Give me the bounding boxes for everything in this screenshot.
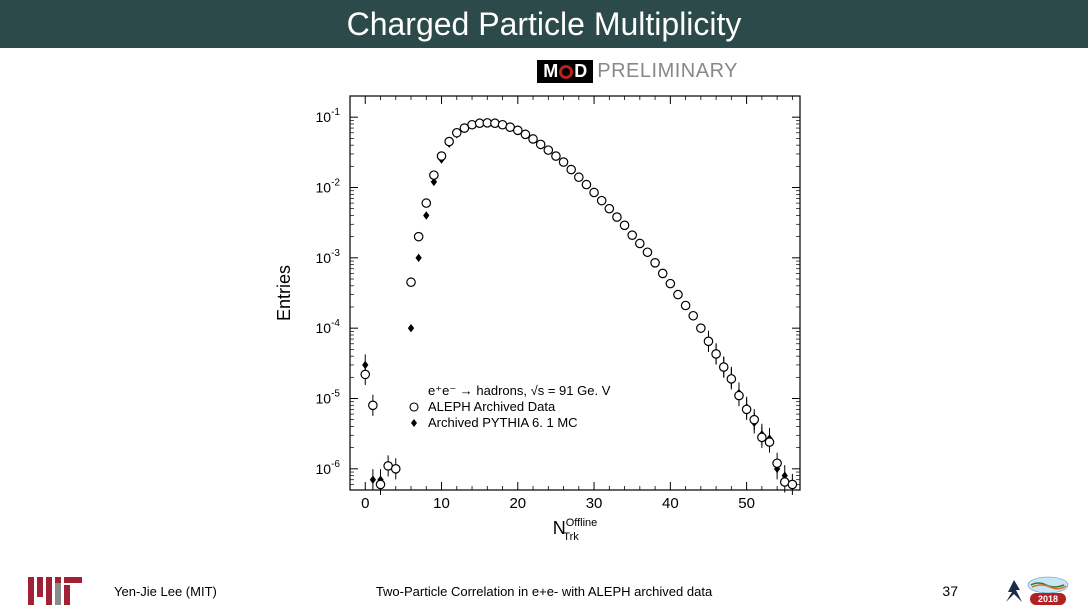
svg-text:40: 40 [662, 495, 679, 512]
mod-preliminary-badge: MD PRELIMINARY [537, 60, 738, 83]
multiplicity-chart: 0 10 20 30 40 50 10-6 10-5 10-4 10-3 10-2 10-1 Entri… [260, 60, 820, 550]
svg-text:Entries: Entries [274, 265, 294, 321]
mit-logo [28, 577, 84, 605]
chart-container: MD PRELIMINARY 0 10 20 30 40 50 10-6 10-5 10-4 10… [260, 60, 820, 550]
slide-title: Charged Particle Multiplicity [347, 6, 742, 43]
title-bar: Charged Particle Multiplicity [0, 0, 1088, 48]
svg-text:30: 30 [586, 495, 603, 512]
svg-text:10-6: 10-6 [316, 459, 341, 477]
mod-logo: MD [537, 60, 593, 83]
svg-text:20: 20 [509, 495, 526, 512]
aleph-logo-icon [1002, 576, 1024, 606]
conference-year-icon: 2018 [1026, 576, 1070, 606]
svg-text:ALEPH Archived Data: ALEPH Archived Data [428, 399, 556, 414]
page-number: 37 [942, 583, 958, 599]
svg-text:10-1: 10-1 [316, 107, 341, 125]
svg-text:NOfflineTrk: NOfflineTrk [553, 517, 598, 543]
author-label: Yen-Jie Lee (MIT) [114, 584, 217, 599]
preliminary-label: PRELIMINARY [597, 60, 738, 83]
svg-text:50: 50 [738, 495, 755, 512]
svg-text:10: 10 [433, 495, 450, 512]
svg-text:10-5: 10-5 [316, 388, 341, 406]
footer-subtitle: Two-Particle Correlation in e+e- with AL… [376, 584, 712, 599]
svg-text:0: 0 [361, 495, 369, 512]
footer: Yen-Jie Lee (MIT) Two-Particle Correlati… [0, 570, 1088, 612]
svg-text:Archived PYTHIA 6. 1 MC: Archived PYTHIA 6. 1 MC [428, 415, 578, 430]
svg-text:10-2: 10-2 [316, 178, 341, 196]
conference-logos: 2018 [1002, 576, 1070, 606]
svg-text:e⁺e⁻ → hadrons, √s = 91 Ge. V: e⁺e⁻ → hadrons, √s = 91 Ge. V [428, 383, 611, 398]
svg-text:10-4: 10-4 [316, 318, 341, 336]
svg-text:10-3: 10-3 [316, 248, 341, 266]
svg-text:2018: 2018 [1038, 594, 1058, 604]
